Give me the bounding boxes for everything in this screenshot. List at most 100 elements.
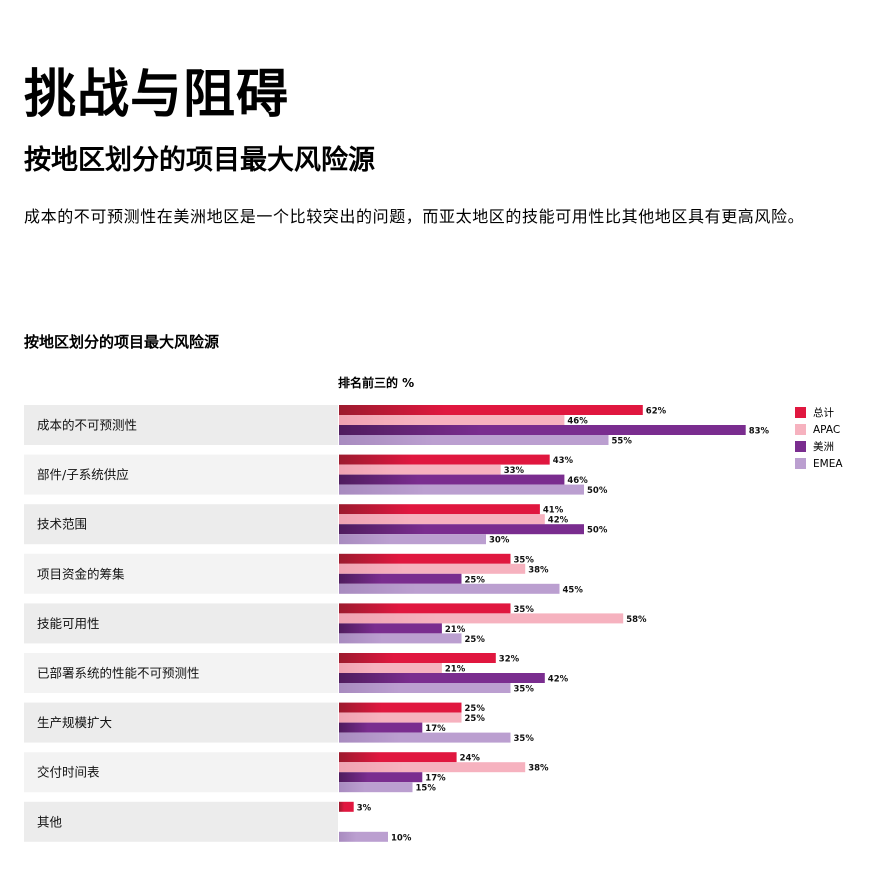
bar-value-label: 24% <box>460 754 481 764</box>
bar-value-label: 38% <box>528 764 549 774</box>
bar <box>339 762 526 773</box>
legend: 总计 APAC 美洲 EMEA <box>795 404 843 472</box>
bar <box>339 504 540 515</box>
bar-value-label: 55% <box>612 437 633 447</box>
bar-value-label: 45% <box>563 585 584 595</box>
bar-value-label: 83% <box>749 427 770 437</box>
bar <box>339 563 526 574</box>
bar <box>339 573 462 584</box>
bar-value-label: 43% <box>553 456 574 466</box>
bar-value-label: 35% <box>514 685 535 695</box>
bar-value-label: 10% <box>391 833 412 843</box>
bar-value-label: 17% <box>425 724 446 734</box>
bar-value-label: 21% <box>445 665 466 675</box>
legend-label-total: 总计 <box>813 407 834 419</box>
category-label: 成本的不可预测性 <box>37 418 137 433</box>
legend-swatch-apac <box>795 424 806 435</box>
legend-item-emea: EMEA <box>795 455 843 472</box>
bar <box>339 405 643 415</box>
bar-value-label: 46% <box>567 417 588 427</box>
bar <box>339 484 584 495</box>
bar-value-label: 25% <box>465 575 486 585</box>
chart-title: 按地区划分的项目最大风险源 <box>24 333 220 351</box>
bar <box>339 454 550 465</box>
bar <box>339 732 511 743</box>
bar-value-label: 25% <box>465 704 486 714</box>
bar-value-label: 58% <box>626 615 647 625</box>
bar <box>339 623 442 634</box>
x-axis-label: 排名前三的 % <box>338 376 415 390</box>
bar <box>339 583 560 594</box>
bar <box>339 524 584 535</box>
bar-value-label: 21% <box>445 625 466 635</box>
category-label: 已部署系统的性能不可预测性 <box>37 666 200 681</box>
category-band <box>24 454 338 495</box>
category-label: 项目资金的筹集 <box>37 566 125 581</box>
category-band <box>24 752 338 793</box>
bar-value-label: 35% <box>514 605 535 615</box>
bar-value-label: 35% <box>514 734 535 744</box>
bar-value-label: 42% <box>548 516 569 526</box>
category-band <box>24 405 338 445</box>
bar <box>339 712 462 723</box>
legend-label-apac: APAC <box>813 423 841 436</box>
category-band <box>24 504 338 545</box>
category-band <box>24 553 338 594</box>
legend-swatch-total <box>795 407 806 418</box>
bar <box>339 425 746 435</box>
bar <box>339 514 545 525</box>
bar <box>339 782 413 793</box>
bar <box>339 722 423 733</box>
bar <box>339 673 545 683</box>
bar <box>339 752 457 763</box>
category-band <box>24 653 338 693</box>
bar-value-label: 41% <box>543 506 564 516</box>
page-title: 挑战与阻碍 <box>24 65 290 125</box>
category-label: 部件/子系统供应 <box>37 467 129 482</box>
bar <box>339 831 388 842</box>
bar-value-label: 32% <box>499 655 520 665</box>
legend-label-americas: 美洲 <box>813 441 834 453</box>
category-label: 技能可用性 <box>37 616 100 631</box>
bar <box>339 801 354 812</box>
bar <box>339 415 565 425</box>
bar <box>339 553 511 564</box>
legend-item-apac: APAC <box>795 421 843 438</box>
category-label: 生产规模扩大 <box>37 715 112 730</box>
bar <box>339 653 496 663</box>
bar-value-label: 46% <box>567 476 588 486</box>
bar <box>339 534 486 545</box>
bar-value-label: 38% <box>528 565 549 575</box>
bar <box>339 772 423 783</box>
bar-value-label: 25% <box>465 635 486 645</box>
category-label: 交付时间表 <box>37 765 100 780</box>
category-band <box>24 603 338 644</box>
legend-swatch-americas <box>795 441 806 452</box>
bar-value-label: 17% <box>425 774 446 784</box>
bar-value-label: 62% <box>646 407 667 417</box>
section-subtitle: 按地区划分的项目最大风险源 <box>24 145 375 176</box>
bar-value-label: 35% <box>514 555 535 565</box>
bar-value-label: 25% <box>465 714 486 724</box>
legend-item-americas: 美洲 <box>795 438 843 455</box>
legend-swatch-emea <box>795 458 806 469</box>
bar-value-label: 50% <box>587 486 608 496</box>
bar-value-label: 15% <box>416 784 437 794</box>
description: 成本的不可预测性在美洲地区是一个比较突出的问题，而亚太地区的技能可用性比其他地区… <box>24 207 805 226</box>
bar <box>339 464 501 475</box>
category-label: 技术范围 <box>37 517 87 532</box>
category-band <box>24 702 338 743</box>
bar <box>339 702 462 713</box>
bar <box>339 663 442 673</box>
bar <box>339 474 565 485</box>
legend-label-emea: EMEA <box>813 457 843 470</box>
bar <box>339 613 624 624</box>
category-band <box>24 801 338 842</box>
bar <box>339 435 609 445</box>
bar-value-label: 3% <box>357 803 372 813</box>
bar-value-label: 30% <box>489 536 510 546</box>
bar-value-label: 33% <box>504 466 525 476</box>
bar-value-label: 42% <box>548 675 569 685</box>
category-label: 其他 <box>37 814 63 829</box>
